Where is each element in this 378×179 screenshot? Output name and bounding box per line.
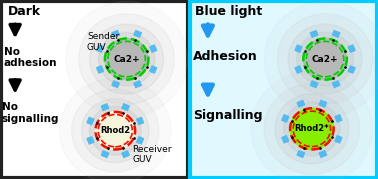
Circle shape [79, 14, 175, 104]
Text: Rhod2*: Rhod2* [294, 124, 329, 133]
Text: No
signalling: No signalling [2, 102, 59, 124]
Circle shape [297, 32, 353, 86]
Circle shape [95, 112, 135, 149]
Circle shape [288, 24, 362, 94]
Text: Ca2+: Ca2+ [312, 55, 338, 64]
Text: Dark: Dark [8, 5, 41, 18]
Polygon shape [87, 137, 94, 144]
Polygon shape [295, 66, 302, 73]
Polygon shape [295, 45, 302, 52]
Polygon shape [137, 117, 144, 124]
Circle shape [90, 24, 164, 94]
Polygon shape [134, 81, 141, 88]
Polygon shape [310, 81, 318, 88]
Circle shape [275, 94, 349, 164]
Polygon shape [101, 104, 109, 110]
Polygon shape [335, 136, 342, 143]
Circle shape [105, 38, 148, 80]
Circle shape [98, 32, 155, 86]
Text: Receiver
GUV: Receiver GUV [132, 145, 172, 164]
Circle shape [290, 108, 334, 149]
Text: Adhesion: Adhesion [193, 50, 257, 63]
Polygon shape [319, 100, 327, 107]
Polygon shape [122, 151, 129, 158]
Polygon shape [134, 31, 141, 37]
Polygon shape [332, 31, 340, 37]
Text: Signalling: Signalling [193, 109, 262, 122]
Polygon shape [319, 151, 327, 157]
Text: Blue light: Blue light [195, 5, 262, 18]
Text: Sender
GUV: Sender GUV [87, 32, 119, 52]
Circle shape [90, 106, 141, 155]
Polygon shape [310, 31, 318, 37]
Polygon shape [297, 100, 305, 107]
Polygon shape [87, 117, 94, 124]
Polygon shape [150, 45, 156, 52]
Polygon shape [282, 136, 289, 143]
Text: Ca2+: Ca2+ [113, 55, 140, 64]
Polygon shape [332, 81, 340, 88]
Polygon shape [335, 115, 342, 122]
Polygon shape [112, 81, 119, 88]
Circle shape [60, 78, 171, 179]
Polygon shape [112, 31, 119, 37]
Polygon shape [348, 66, 355, 73]
Circle shape [277, 14, 373, 104]
Circle shape [72, 89, 159, 172]
Circle shape [284, 102, 340, 156]
Polygon shape [297, 151, 305, 157]
Polygon shape [282, 115, 289, 122]
Circle shape [264, 84, 360, 174]
Circle shape [264, 1, 378, 117]
Polygon shape [97, 45, 104, 52]
Polygon shape [101, 151, 109, 158]
FancyBboxPatch shape [1, 1, 188, 178]
Circle shape [82, 99, 149, 163]
Circle shape [66, 1, 187, 117]
Text: Rhod2: Rhod2 [100, 126, 130, 135]
Circle shape [251, 71, 373, 179]
Polygon shape [348, 45, 355, 52]
Polygon shape [122, 104, 129, 110]
Polygon shape [97, 66, 104, 73]
FancyBboxPatch shape [190, 1, 377, 178]
Text: No
adhesion: No adhesion [4, 47, 57, 68]
Polygon shape [150, 66, 156, 73]
Polygon shape [137, 137, 144, 144]
Circle shape [303, 38, 347, 80]
